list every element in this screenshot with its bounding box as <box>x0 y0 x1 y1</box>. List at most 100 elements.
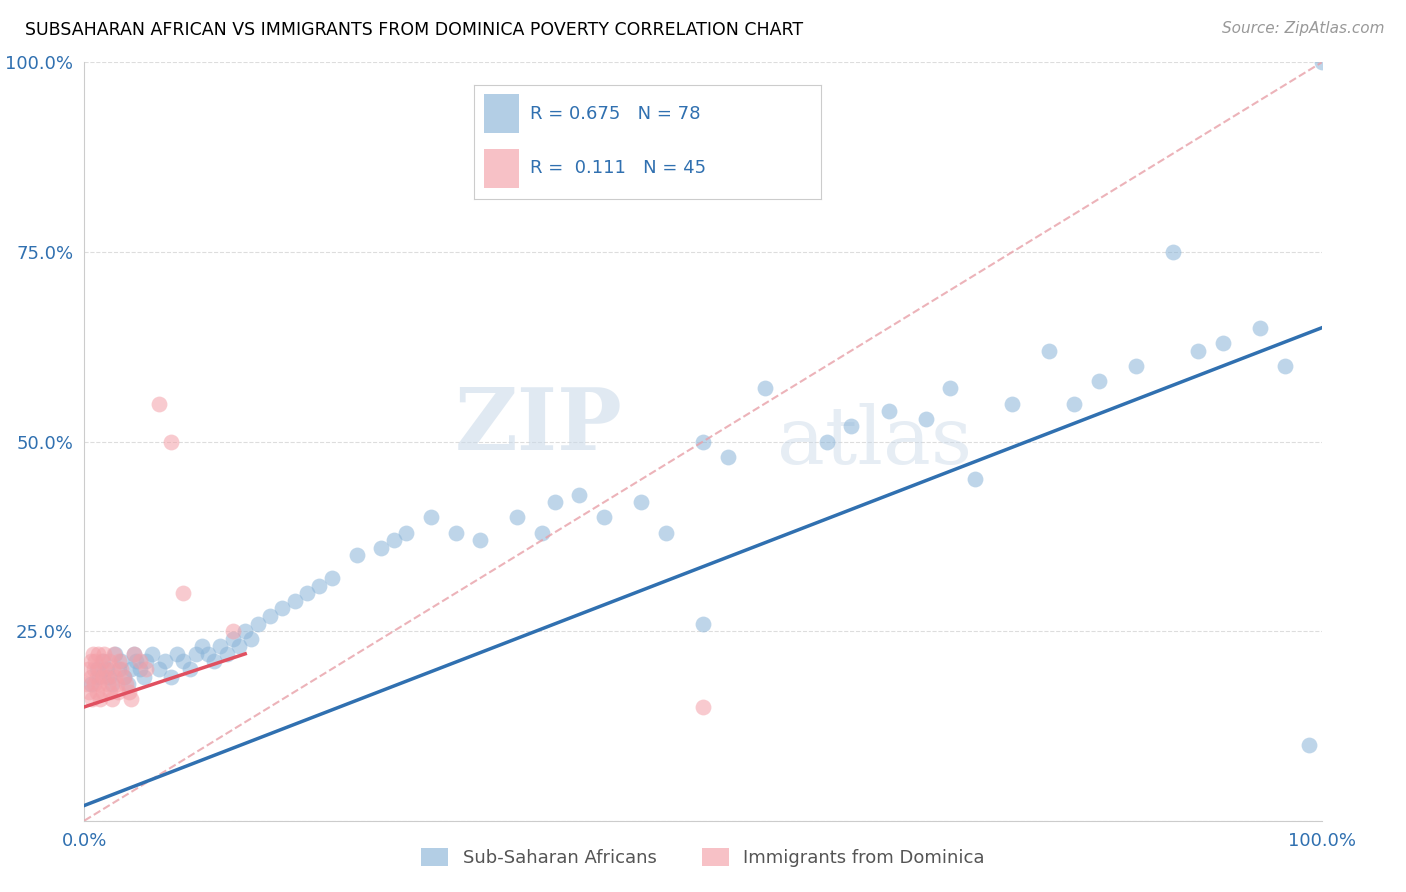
Text: Source: ZipAtlas.com: Source: ZipAtlas.com <box>1222 21 1385 36</box>
Point <box>346 548 368 563</box>
Point <box>166 647 188 661</box>
Point <box>382 533 405 548</box>
Point <box>98 685 121 699</box>
Point <box>259 608 281 623</box>
Point <box>90 655 112 669</box>
Point <box>105 677 128 691</box>
Point <box>543 495 565 509</box>
Point <box>295 586 318 600</box>
Point <box>240 632 263 646</box>
Point <box>118 685 141 699</box>
Point <box>135 662 157 676</box>
Point <box>284 594 307 608</box>
Point <box>91 655 114 669</box>
Point <box>89 677 111 691</box>
Point <box>80 692 103 706</box>
Point <box>97 677 120 691</box>
Point <box>141 647 163 661</box>
Point <box>117 677 139 691</box>
Point <box>197 647 219 661</box>
Point <box>692 434 714 449</box>
Point <box>233 624 256 639</box>
Point <box>110 655 132 669</box>
Point <box>1249 320 1271 334</box>
Point <box>115 677 138 691</box>
Point <box>191 639 214 653</box>
Point <box>630 495 652 509</box>
Point <box>122 647 145 661</box>
Point <box>1161 244 1184 259</box>
Point <box>271 601 294 615</box>
Point <box>1298 738 1320 752</box>
Point <box>93 647 115 661</box>
Point <box>103 647 125 661</box>
Point <box>132 669 155 683</box>
Point <box>1125 359 1147 373</box>
Point <box>87 647 110 661</box>
Point <box>215 647 238 661</box>
Point <box>470 533 492 548</box>
Point <box>370 541 392 555</box>
Point <box>120 692 142 706</box>
Point <box>692 699 714 714</box>
Point <box>1310 55 1333 70</box>
Point <box>135 655 157 669</box>
Point <box>96 669 118 683</box>
Point <box>395 525 418 540</box>
Point <box>98 669 121 683</box>
Point <box>148 662 170 676</box>
Point <box>717 450 740 464</box>
Point <box>104 669 127 683</box>
Point <box>172 586 194 600</box>
Point <box>91 685 114 699</box>
Point <box>222 624 245 639</box>
Point <box>1063 396 1085 410</box>
Point <box>112 669 135 683</box>
Text: SUBSAHARAN AFRICAN VS IMMIGRANTS FROM DOMINICA POVERTY CORRELATION CHART: SUBSAHARAN AFRICAN VS IMMIGRANTS FROM DO… <box>25 21 803 38</box>
Point <box>83 662 105 676</box>
Point <box>815 434 838 449</box>
Point <box>692 616 714 631</box>
Point <box>79 677 101 691</box>
Point <box>202 655 225 669</box>
Point <box>228 639 250 653</box>
Legend: Sub-Saharan Africans, Immigrants from Dominica: Sub-Saharan Africans, Immigrants from Do… <box>412 838 994 876</box>
Point <box>82 647 104 661</box>
Point <box>160 669 183 683</box>
Point <box>172 655 194 669</box>
Point <box>939 382 962 396</box>
Point <box>1088 374 1111 388</box>
Point <box>110 662 132 676</box>
Point <box>506 510 529 524</box>
Point <box>112 669 135 683</box>
Point <box>94 662 117 676</box>
Point <box>100 692 122 706</box>
Point <box>108 662 131 676</box>
Point <box>246 616 269 631</box>
Point <box>1187 343 1209 358</box>
Point <box>77 662 100 676</box>
Point <box>79 685 101 699</box>
Point <box>593 510 616 524</box>
Point <box>160 434 183 449</box>
Point <box>1274 359 1296 373</box>
Point <box>1001 396 1024 410</box>
Point <box>1038 343 1060 358</box>
Point <box>89 662 111 676</box>
Point <box>321 571 343 585</box>
Point <box>125 655 148 669</box>
Point <box>108 655 131 669</box>
Point <box>91 669 114 683</box>
Point <box>96 662 118 676</box>
Point <box>129 655 152 669</box>
Point <box>419 510 441 524</box>
Point <box>914 412 936 426</box>
Point <box>89 692 111 706</box>
Point <box>444 525 467 540</box>
Point <box>107 685 129 699</box>
Point <box>98 655 121 669</box>
Point <box>89 669 111 683</box>
Point <box>148 396 170 410</box>
Point <box>104 647 127 661</box>
Point <box>568 487 591 501</box>
